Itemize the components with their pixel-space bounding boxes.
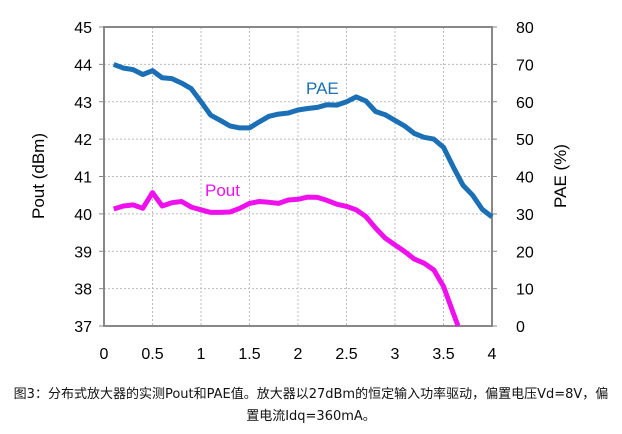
x-tick-label: 2.5 (335, 346, 357, 363)
series-label-pae: PAE (306, 79, 339, 98)
plot-frame (103, 26, 493, 327)
x-tick-label: 4 (488, 346, 497, 363)
series-label-pout: Pout (205, 181, 240, 200)
y-tick-label: 45 (74, 20, 92, 37)
x-tick-label: 0.5 (141, 346, 163, 363)
y-tick-label: 41 (74, 170, 92, 187)
y-tick-label: 40 (74, 207, 92, 224)
y-tick-label: 37 (74, 319, 92, 336)
y-tick-label: 39 (74, 244, 92, 261)
figure-caption: 图3：分布式放大器的实测Pout和PAE值。放大器以27dBm的恒定输入功率驱动… (0, 384, 622, 428)
chart: 0 0.5 1 1.5 2 2.5 3 3.5 4 37 38 39 40 41 42 43 44 45 0 10 20… (29, 20, 570, 363)
y2-tick-label: 0 (516, 319, 525, 336)
x-tick-label: 1 (197, 346, 206, 363)
y-tick-label: 44 (74, 57, 92, 74)
series-line-pae (112, 62, 494, 219)
x-tick-label: 0 (100, 346, 109, 363)
y2-tick-label: 30 (516, 207, 534, 224)
x-tick-label: 1.5 (238, 346, 260, 363)
y2-tick-label: 80 (516, 20, 534, 37)
y-tick-label: 38 (74, 282, 92, 299)
x-tick-label: 2 (294, 346, 303, 363)
y2-axis-label: PAE (%) (551, 144, 570, 208)
y2-tick-label: 40 (516, 170, 534, 187)
y-tick-label: 42 (74, 132, 92, 149)
axes: 0 0.5 1 1.5 2 2.5 3 3.5 4 37 38 39 40 41 42 43 44 45 0 10 20… (74, 20, 534, 363)
caption-line-2: 置电流Idq=360mA。 (246, 409, 376, 424)
y2-tick-label: 20 (516, 244, 534, 261)
grid (104, 27, 492, 326)
x-tick-label: 3 (391, 346, 400, 363)
caption-line-1: 图3：分布式放大器的实测Pout和PAE值。放大器以27dBm的恒定输入功率驱动… (13, 387, 609, 402)
x-tick-label: 3.5 (432, 346, 454, 363)
series-layer (112, 62, 494, 327)
y-axis-label: Pout (dBm) (29, 133, 48, 219)
y2-tick-label: 10 (516, 282, 534, 299)
y-tick-label: 43 (74, 95, 92, 112)
y2-tick-label: 70 (516, 57, 534, 74)
y2-tick-label: 60 (516, 95, 534, 112)
y2-tick-label: 50 (516, 132, 534, 149)
series-line-pout (112, 190, 461, 327)
